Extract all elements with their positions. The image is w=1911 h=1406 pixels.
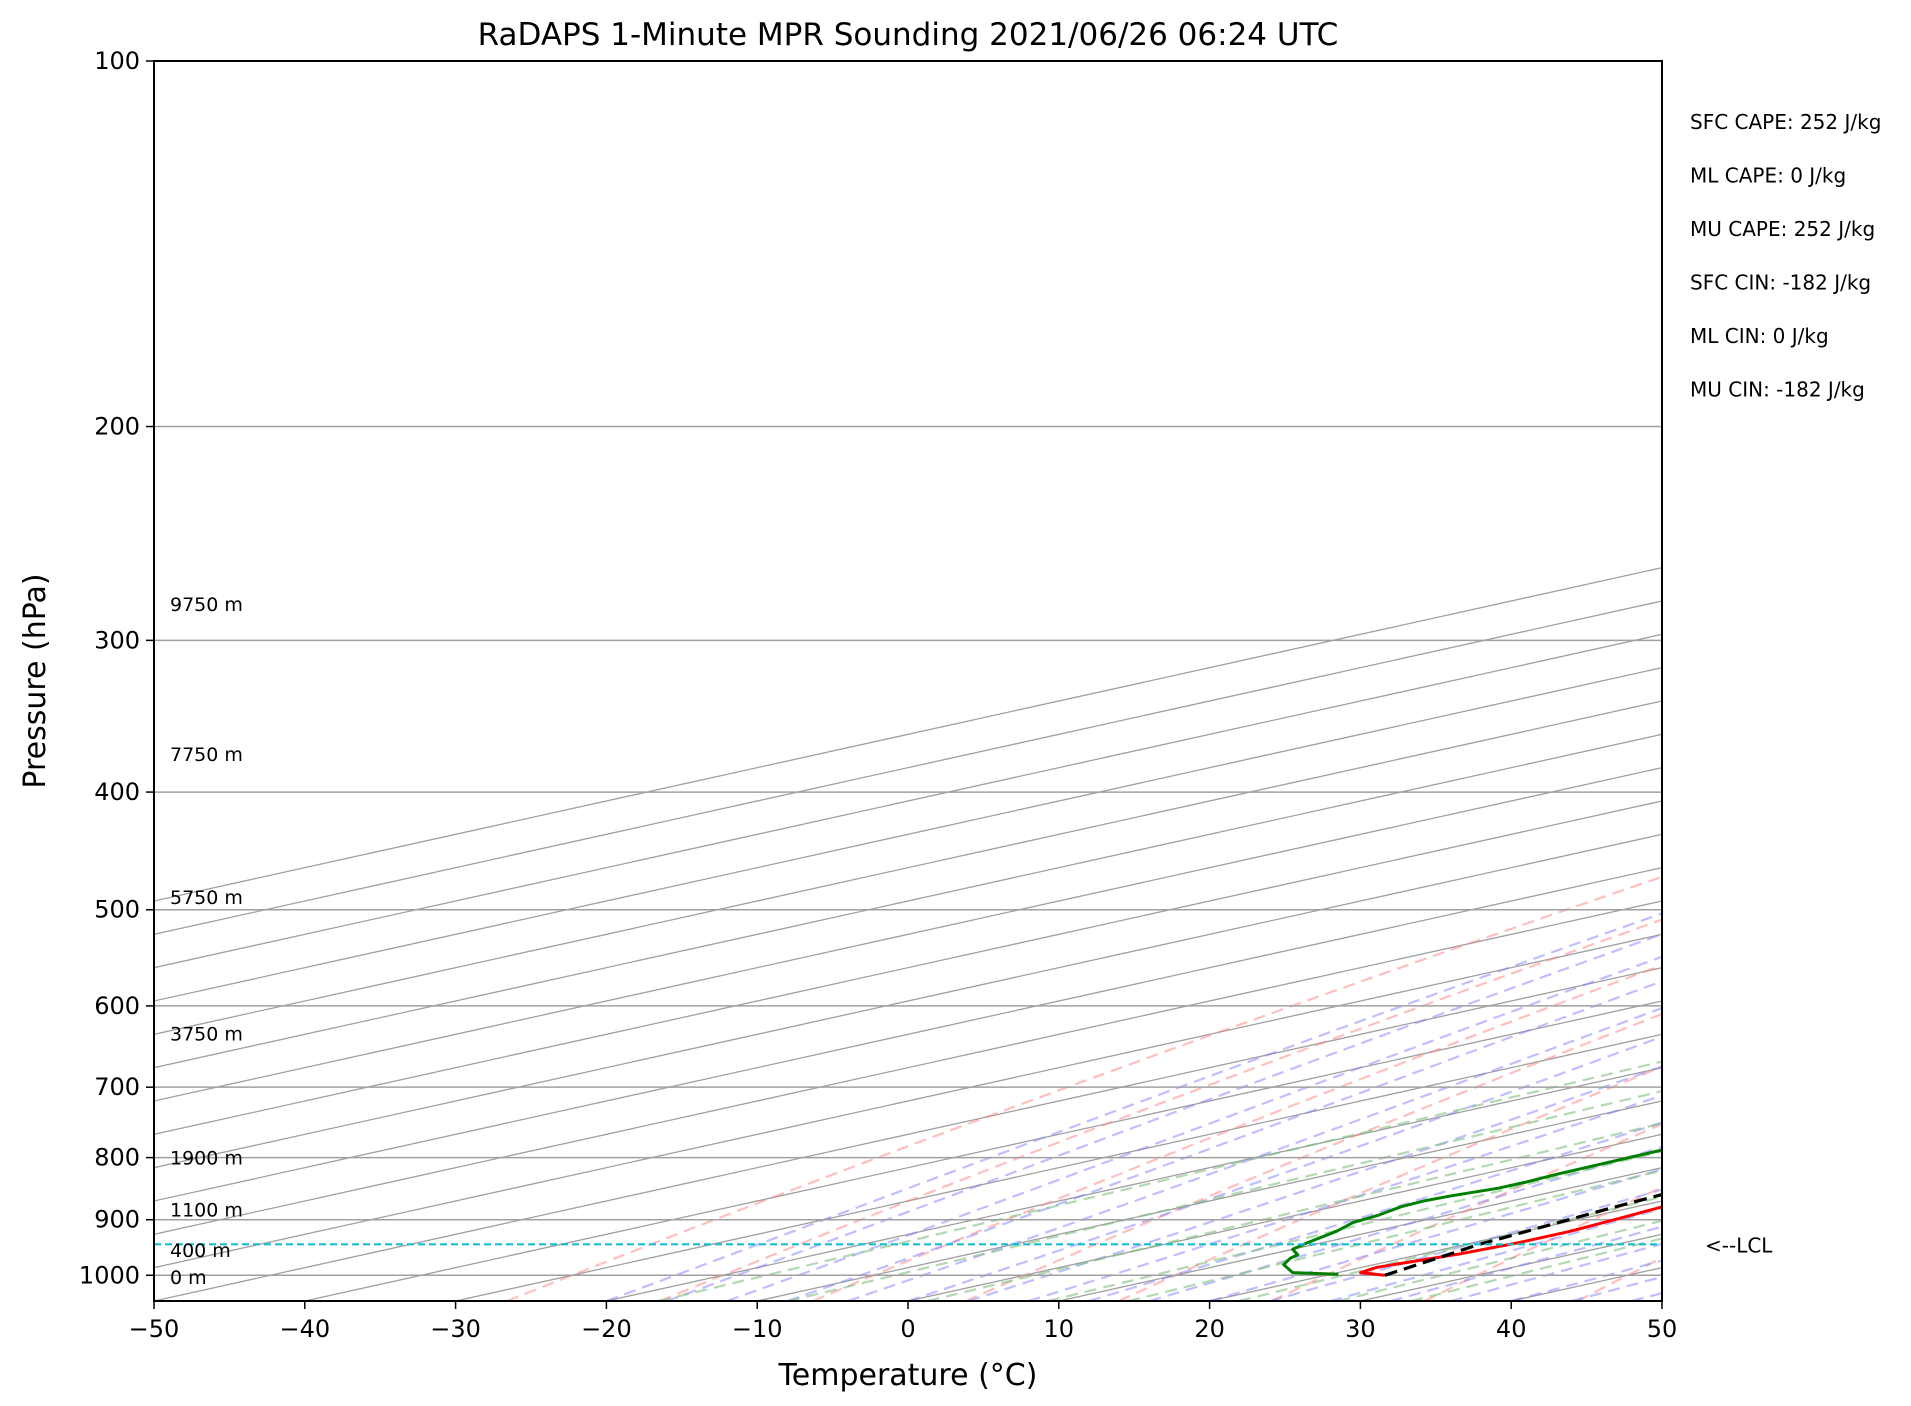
isotherm-line (154, 767, 1662, 1102)
stats-panel: SFC CAPE: 252 J/kg ML CAPE: 0 J/kg MU CAPE… (1690, 110, 1881, 402)
isotherm-line (154, 867, 1662, 1202)
background-lines (154, 567, 1662, 1301)
height-label: 0 m (170, 1267, 207, 1289)
x-tick-label: 50 (1647, 1315, 1678, 1343)
isotherm-line (154, 900, 1662, 1235)
moist-adiabat-line (1269, 1188, 1662, 1301)
isotherm-line (455, 1033, 1662, 1301)
moist-adiabat-line (1209, 1168, 1662, 1301)
height-label: 5750 m (170, 887, 243, 909)
height-label: 400 m (170, 1240, 231, 1262)
temperature-line (1359, 1205, 1662, 1277)
x-axis-label: Temperature (°C) (778, 1358, 1038, 1393)
x-tick-label: −20 (581, 1315, 632, 1343)
dewpoint-line (1282, 1148, 1662, 1276)
chart-title: RaDAPS 1-Minute MPR Sounding 2021/06/26 … (478, 17, 1339, 53)
mixing-ratio-line (1047, 1150, 1662, 1301)
dry-adiabat-line (1424, 1186, 1662, 1301)
moist-adiabat-line (1088, 1121, 1662, 1301)
data-series (1282, 1148, 1662, 1277)
y-tick-label: 400 (94, 778, 140, 806)
mixing-ratio-line (1128, 1169, 1662, 1301)
isotherm-line (154, 633, 1662, 969)
isotherm-line (304, 1000, 1662, 1301)
isotherm-line (606, 1067, 1662, 1301)
x-tick-label: −30 (430, 1315, 481, 1343)
y-tick-label: 200 (94, 413, 140, 441)
dry-adiabat-line (1118, 1065, 1662, 1301)
height-label: 1900 m (170, 1148, 243, 1170)
parcel-line (1384, 1192, 1662, 1277)
y-tick-label: 500 (94, 896, 140, 924)
mixing-ratio-line (1338, 1219, 1662, 1301)
y-tick-label: 800 (94, 1144, 140, 1172)
height-label: 1100 m (170, 1200, 243, 1222)
height-label: 9750 m (170, 594, 243, 616)
stat-line: MU CIN: -182 J/kg (1690, 378, 1865, 402)
isotherm-line (154, 567, 1662, 902)
y-axis-label: Pressure (hPa) (18, 573, 53, 788)
x-tick-label: 30 (1345, 1315, 1376, 1343)
x-tick-label: 20 (1194, 1315, 1225, 1343)
stat-line: SFC CIN: -182 J/kg (1690, 271, 1871, 295)
x-tick-label: 40 (1496, 1315, 1527, 1343)
isotherm-line (154, 933, 1662, 1269)
x-tick-label: −10 (732, 1315, 783, 1343)
stat-line: ML CAPE: 0 J/kg (1690, 164, 1846, 188)
moist-adiabat-line (967, 1065, 1662, 1301)
isotherm-line (154, 833, 1662, 1169)
dry-adiabat-line (506, 875, 1662, 1301)
y-tick-label: 100 (94, 47, 140, 75)
moist-adiabat-line (726, 955, 1662, 1301)
stat-line: ML CIN: 0 J/kg (1690, 324, 1829, 348)
stat-line: SFC CAPE: 252 J/kg (1690, 110, 1881, 134)
y-axis-ticks: 100 200 300 400 500 600 700 800 900 1000 (79, 47, 154, 1289)
y-tick-label: 700 (94, 1073, 140, 1101)
moist-adiabat-line (907, 1035, 1662, 1301)
y-tick-label: 300 (94, 626, 140, 654)
isotherm-line (154, 600, 1662, 935)
x-tick-label: 10 (1044, 1315, 1075, 1343)
height-labels: 9750 m 7750 m 5750 m 3750 m 1900 m 1100 m 400 … (170, 594, 243, 1289)
lcl-marker: <--LCL (154, 1233, 1773, 1257)
y-tick-label: 600 (94, 992, 140, 1020)
height-label: 7750 m (170, 744, 243, 766)
lcl-label: <--LCL (1705, 1233, 1773, 1257)
x-tick-label: −50 (129, 1315, 180, 1343)
height-label: 3750 m (170, 1023, 243, 1045)
dry-adiabat-line (659, 918, 1662, 1301)
y-tick-label: 900 (94, 1206, 140, 1234)
isotherm-line (154, 800, 1662, 1135)
moist-adiabat-line (666, 933, 1662, 1301)
mixing-ratio-line (1238, 1195, 1662, 1301)
isotherm-line (154, 967, 1662, 1301)
mixing-ratio-line (1410, 1237, 1662, 1301)
moist-adiabat-line (787, 980, 1662, 1301)
moist-adiabat-line (1028, 1094, 1662, 1301)
x-axis-ticks: −50 −40 −30 −20 −10 0 10 20 30 40 50 (129, 1301, 1678, 1343)
dry-adiabat-line (812, 964, 1662, 1301)
stat-line: MU CAPE: 252 J/kg (1690, 217, 1875, 241)
isotherm-line (154, 667, 1662, 1002)
x-tick-label: −40 (279, 1315, 330, 1343)
moist-adiabat-line (606, 912, 1662, 1301)
x-tick-label: 0 (900, 1315, 915, 1343)
mixing-ratio-line (927, 1122, 1662, 1301)
y-tick-label: 1000 (79, 1261, 140, 1289)
